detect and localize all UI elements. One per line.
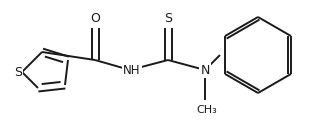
Text: S: S xyxy=(14,66,22,78)
Text: S: S xyxy=(164,13,172,26)
Text: O: O xyxy=(90,13,100,26)
Text: NH: NH xyxy=(123,64,141,76)
Text: CH₃: CH₃ xyxy=(197,105,217,115)
Text: N: N xyxy=(200,64,210,76)
